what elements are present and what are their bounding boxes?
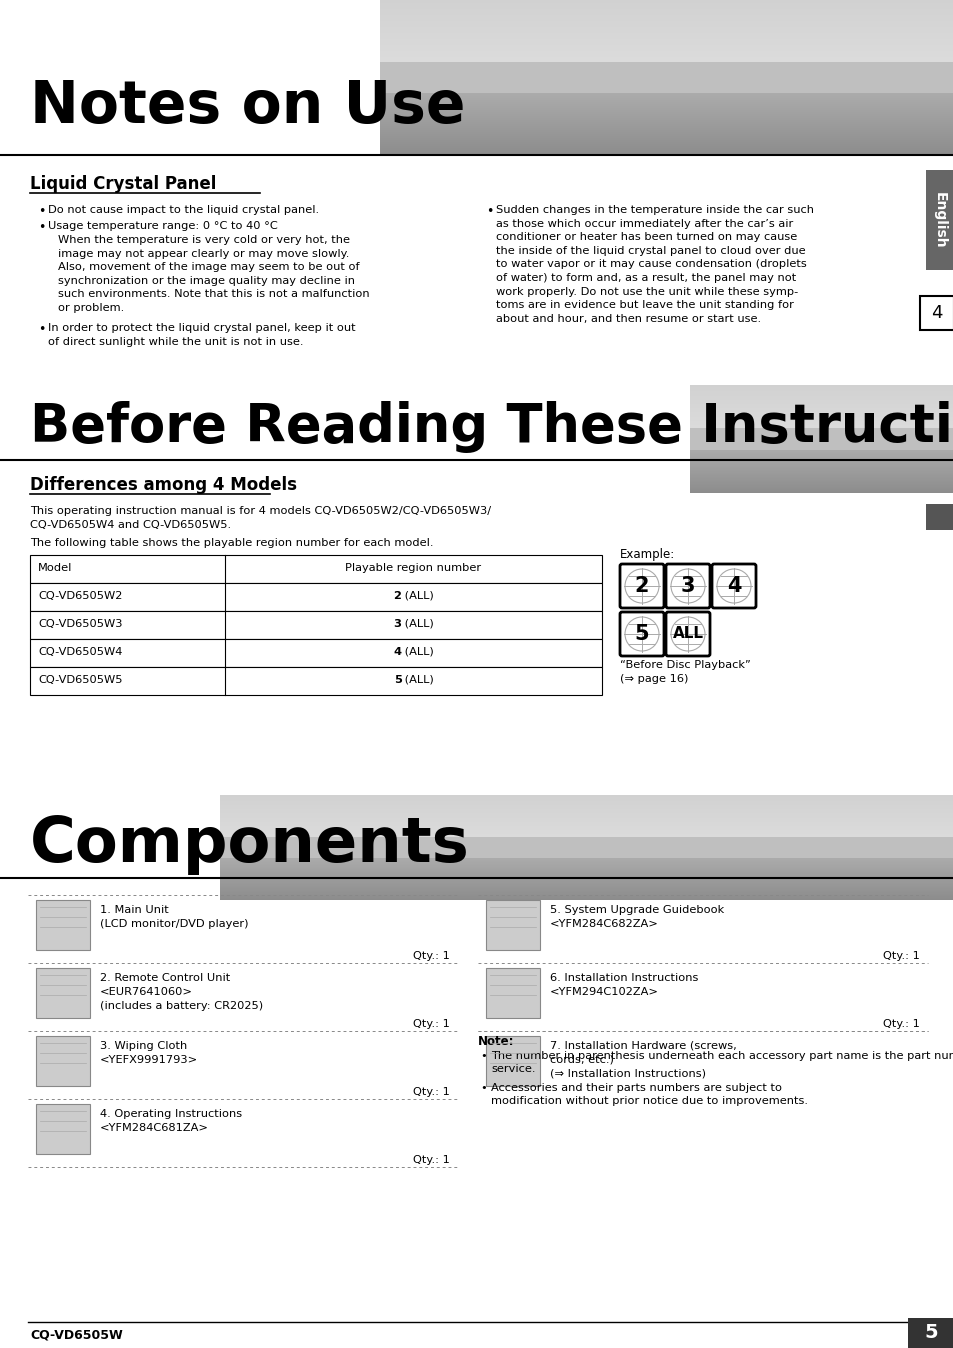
Text: Accessories and their parts numbers are subject to
modification without prior no: Accessories and their parts numbers are … (491, 1082, 807, 1107)
Text: 3: 3 (680, 576, 695, 596)
Text: 2: 2 (394, 590, 401, 601)
Text: “Before Disc Playback”: “Before Disc Playback” (619, 661, 750, 670)
Bar (30, 582, 601, 611)
Bar (485, 968, 539, 1018)
Text: Playable region number: Playable region number (345, 563, 481, 573)
Text: 2: 2 (634, 576, 649, 596)
Bar (30, 555, 601, 582)
Text: CQ-VD6505W2: CQ-VD6505W2 (38, 590, 122, 601)
Text: (includes a battery: CR2025): (includes a battery: CR2025) (100, 1002, 263, 1011)
Text: (ALL): (ALL) (401, 590, 434, 601)
Text: ALL: ALL (672, 627, 702, 642)
Bar (0, 795, 220, 900)
Text: Differences among 4 Models: Differences among 4 Models (30, 476, 296, 493)
Text: (⇒ Installation Instructions): (⇒ Installation Instructions) (550, 1069, 705, 1078)
Text: The following table shows the playable region number for each model.: The following table shows the playable r… (30, 538, 433, 549)
Text: 5: 5 (634, 624, 649, 644)
FancyBboxPatch shape (665, 563, 709, 608)
Text: 4: 4 (393, 647, 401, 656)
Text: 3. Wiping Cloth: 3. Wiping Cloth (100, 1041, 187, 1051)
Text: 6. Installation Instructions: 6. Installation Instructions (550, 973, 698, 983)
FancyBboxPatch shape (619, 612, 663, 656)
Bar (36, 1037, 90, 1086)
Text: cords, etc.): cords, etc.) (550, 1055, 613, 1065)
Text: •: • (479, 1082, 486, 1093)
Text: CQ-VD6505W: CQ-VD6505W (30, 1328, 123, 1341)
Text: 4: 4 (726, 576, 740, 596)
Bar (30, 667, 601, 696)
Text: Qty.: 1: Qty.: 1 (413, 1019, 450, 1029)
Text: This operating instruction manual is for 4 models CQ-VD6505W2/CQ-VD6505W3/: This operating instruction manual is for… (30, 506, 491, 516)
Text: English: English (932, 191, 946, 248)
FancyBboxPatch shape (665, 612, 709, 656)
Text: 3: 3 (393, 619, 401, 630)
Text: 7. Installation Hardware (screws,: 7. Installation Hardware (screws, (550, 1041, 736, 1051)
Bar (36, 968, 90, 1018)
Text: CQ-VD6505W4 and CQ-VD6505W5.: CQ-VD6505W4 and CQ-VD6505W5. (30, 520, 231, 530)
Text: Notes on Use: Notes on Use (30, 78, 465, 135)
Text: Qty.: 1: Qty.: 1 (882, 1019, 919, 1029)
FancyBboxPatch shape (619, 563, 663, 608)
Text: CQ-VD6505W3: CQ-VD6505W3 (38, 619, 122, 630)
Bar (0, 0, 379, 155)
Text: 2. Remote Control Unit: 2. Remote Control Unit (100, 973, 230, 983)
Text: CQ-VD6505W5: CQ-VD6505W5 (38, 675, 122, 685)
Text: •: • (485, 205, 493, 218)
Text: Components: Components (30, 816, 470, 875)
Text: (ALL): (ALL) (401, 675, 434, 685)
Text: <YFM294C102ZA>: <YFM294C102ZA> (550, 987, 659, 998)
Text: Qty.: 1: Qty.: 1 (413, 1086, 450, 1097)
Text: Model: Model (38, 563, 72, 573)
Bar (907, 1318, 953, 1348)
Text: 5: 5 (923, 1324, 937, 1343)
Text: 5: 5 (394, 675, 401, 685)
Text: <YFM284C681ZA>: <YFM284C681ZA> (100, 1123, 209, 1134)
Text: Qty.: 1: Qty.: 1 (882, 950, 919, 961)
Bar (30, 639, 601, 667)
Bar (36, 900, 90, 950)
Text: Usage temperature range: 0 °C to 40 °C: Usage temperature range: 0 °C to 40 °C (48, 221, 277, 231)
Text: CQ-VD6505W4: CQ-VD6505W4 (38, 647, 122, 656)
Text: Liquid Crystal Panel: Liquid Crystal Panel (30, 175, 216, 193)
Text: The number in parenthesis underneath each accessory part name is the part number: The number in parenthesis underneath eac… (491, 1051, 953, 1074)
Text: 4: 4 (930, 305, 942, 322)
Bar (485, 900, 539, 950)
Text: •: • (38, 221, 46, 235)
Text: •: • (38, 205, 46, 218)
Text: When the temperature is very cold or very hot, the
image may not appear clearly : When the temperature is very cold or ver… (58, 235, 369, 313)
Text: In order to protect the liquid crystal panel, keep it out
of direct sunlight whi: In order to protect the liquid crystal p… (48, 324, 355, 346)
Text: <EUR7641060>: <EUR7641060> (100, 987, 193, 998)
Text: 4. Operating Instructions: 4. Operating Instructions (100, 1109, 242, 1119)
Bar (485, 1037, 539, 1086)
Text: •: • (38, 324, 46, 336)
Text: Before Reading These Instructions: Before Reading These Instructions (30, 400, 953, 453)
Text: (LCD monitor/DVD player): (LCD monitor/DVD player) (100, 919, 248, 929)
FancyBboxPatch shape (711, 563, 755, 608)
Text: Note:: Note: (477, 1035, 514, 1047)
Text: Sudden changes in the temperature inside the car such
as those which occur immed: Sudden changes in the temperature inside… (496, 205, 813, 324)
Bar (925, 170, 953, 270)
Bar (925, 504, 953, 530)
Text: Do not cause impact to the liquid crystal panel.: Do not cause impact to the liquid crysta… (48, 205, 319, 214)
Text: <YEFX9991793>: <YEFX9991793> (100, 1055, 198, 1065)
Bar (919, 297, 953, 330)
Text: Qty.: 1: Qty.: 1 (413, 1155, 450, 1165)
Text: 1. Main Unit: 1. Main Unit (100, 905, 169, 915)
Text: (ALL): (ALL) (401, 647, 434, 656)
Bar (30, 611, 601, 639)
Text: (⇒ page 16): (⇒ page 16) (619, 674, 688, 683)
Text: <YFM284C682ZA>: <YFM284C682ZA> (550, 919, 659, 929)
Bar (36, 1104, 90, 1154)
Text: Qty.: 1: Qty.: 1 (413, 950, 450, 961)
Text: •: • (479, 1051, 486, 1061)
Text: (ALL): (ALL) (401, 619, 434, 630)
Text: 5. System Upgrade Guidebook: 5. System Upgrade Guidebook (550, 905, 723, 915)
Text: Example:: Example: (619, 549, 675, 561)
